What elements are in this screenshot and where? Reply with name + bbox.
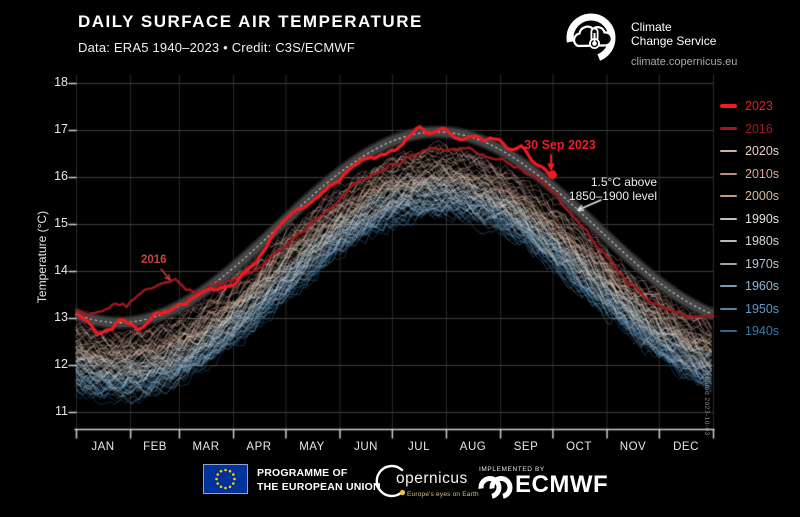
- x-tick-feb: FEB: [143, 441, 167, 453]
- legend-item-1980s: 1980s: [720, 230, 779, 253]
- y-tick-18: 18: [54, 75, 68, 89]
- legend-label: 1940s: [745, 324, 780, 339]
- y-axis-label: Temperature (°C): [35, 210, 49, 304]
- legend-item-2020s: 2020s: [720, 140, 779, 163]
- c3s-logo-line1: Climate: [631, 20, 672, 34]
- page-title: DAILY SURFACE AIR TEMPERATURE: [78, 12, 423, 31]
- legend-line-1980s-icon: [720, 240, 737, 243]
- ecmwf-wordmark: ECMWF: [515, 471, 609, 498]
- legend-item-1960s: 1960s: [720, 275, 779, 298]
- legend-line-1940s-icon: [720, 330, 737, 333]
- y-tick-11: 11: [55, 404, 68, 418]
- creation-date-watermark: created 2023-10-03: [703, 370, 710, 436]
- x-tick-apr: APR: [246, 441, 272, 453]
- eu-flag-stars: [215, 468, 236, 490]
- legend-line-1960s-icon: [720, 285, 737, 288]
- x-tick-oct: OCT: [566, 441, 592, 453]
- y-tick-15: 15: [54, 216, 68, 230]
- copernicus-wordmark: opernicus: [396, 470, 468, 487]
- annotation-reference-level: 1.5°C above 1850–1900 level: [568, 175, 657, 203]
- ecmwf-logo-icon: [478, 476, 513, 499]
- y-tick-17: 17: [54, 122, 68, 136]
- legend-line-2000s-icon: [720, 195, 737, 198]
- annotation-2016: 2016: [141, 254, 167, 266]
- eu-programme-line1: PROGRAMME OF: [257, 467, 348, 479]
- legend: 2023 2016 2020s 2010s 2000s 1990s 1980s …: [720, 95, 779, 343]
- legend-label: 1990s: [745, 211, 780, 226]
- legend-item-2016: 2016: [720, 118, 779, 141]
- x-tick-may: MAY: [299, 441, 325, 453]
- y-tick-12: 12: [54, 357, 68, 371]
- implemented-by-label: IMPLEMENTED BY: [479, 466, 545, 473]
- x-tick-aug: AUG: [459, 441, 487, 453]
- legend-line-2016-icon: [720, 127, 737, 131]
- y-tick-14: 14: [54, 263, 68, 277]
- copernicus-earth-dot-icon: [399, 489, 406, 496]
- climate-change-service-logo-icon: [566, 13, 616, 63]
- legend-item-1970s: 1970s: [720, 253, 779, 276]
- x-tick-sep: SEP: [513, 441, 539, 453]
- legend-line-1990s-icon: [720, 217, 737, 220]
- x-tick-nov: NOV: [619, 441, 647, 453]
- legend-label: 1980s: [745, 234, 780, 249]
- c3s-logo-text: Climate Change Service: [631, 20, 716, 48]
- eu-programme-text: PROGRAMME OF THE EUROPEAN UNION: [257, 467, 381, 494]
- legend-item-2000s: 2000s: [720, 185, 779, 208]
- x-tick-dec: DEC: [673, 441, 699, 453]
- legend-line-1970s-icon: [720, 262, 737, 265]
- y-tick-13: 13: [54, 310, 68, 324]
- legend-label: 1960s: [745, 279, 780, 294]
- legend-label: 1950s: [745, 301, 780, 316]
- legend-label: 2023: [745, 99, 773, 114]
- legend-line-1950s-icon: [720, 307, 737, 310]
- y-tick-16: 16: [54, 169, 68, 183]
- legend-line-2010s-icon: [720, 172, 737, 175]
- c3s-logo-line2: Change Service: [631, 34, 717, 48]
- legend-item-1940s: 1940s: [720, 320, 779, 343]
- annotation-peak: 30 Sep 2023: [524, 138, 596, 152]
- legend-line-2023-icon: [720, 104, 737, 109]
- chart-subtitle: Data: ERA5 1940–2023 • Credit: C3S/ECMWF: [78, 40, 356, 55]
- legend-label: 2000s: [745, 189, 780, 204]
- legend-label: 2016: [745, 121, 773, 136]
- eu-flag-icon: [203, 464, 248, 494]
- legend-item-1950s: 1950s: [720, 298, 779, 321]
- annotation-reference-line1: 1.5°C above: [590, 175, 657, 189]
- legend-line-2020s-icon: [720, 150, 737, 153]
- eu-programme-line2: THE EUROPEAN UNION: [257, 480, 381, 493]
- x-tick-mar: MAR: [192, 441, 220, 453]
- legend-label: 1970s: [745, 256, 780, 271]
- legend-label: 2010s: [745, 166, 780, 181]
- x-tick-jan: JAN: [91, 441, 115, 453]
- copernicus-c-swoosh-icon: [375, 464, 406, 498]
- legend-item-2010s: 2010s: [720, 163, 779, 186]
- thermometer-mercury-icon: [592, 41, 597, 46]
- x-tick-jul: JUL: [408, 441, 430, 453]
- annotation-reference-line2: 1850–1900 level: [568, 188, 657, 203]
- legend-label: 2020s: [745, 144, 780, 159]
- legend-item-2023: 2023: [720, 95, 779, 118]
- footer: PROGRAMME OF THE EUROPEAN UNION opernicu…: [0, 458, 800, 517]
- x-tick-jun: JUN: [354, 441, 378, 453]
- legend-item-1990s: 1990s: [720, 208, 779, 231]
- copernicus-tagline: Europe's eyes on Earth: [407, 491, 479, 498]
- c3s-url-link[interactable]: climate.copernicus.eu: [631, 56, 738, 68]
